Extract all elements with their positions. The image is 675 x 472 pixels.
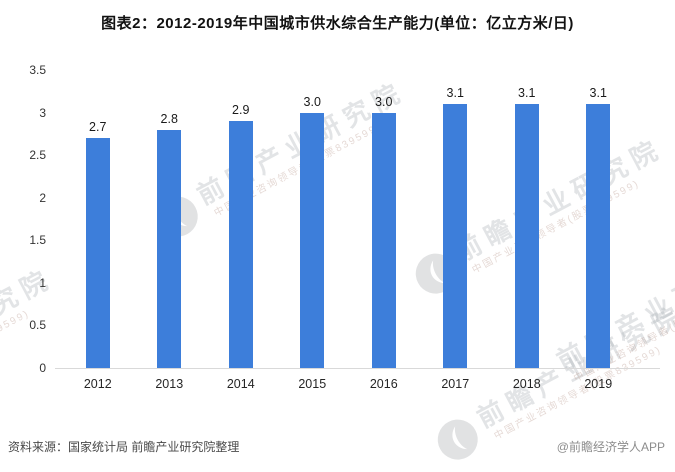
bar-value-label: 3.0 bbox=[303, 94, 321, 109]
bar-value-label: 2.7 bbox=[89, 120, 107, 135]
bar-group-2016: 3.0 bbox=[348, 70, 420, 368]
bar-value-label: 3.1 bbox=[589, 86, 607, 101]
y-axis-tick-label: 2.5 bbox=[29, 148, 46, 163]
bar bbox=[300, 112, 325, 368]
bar bbox=[586, 104, 611, 368]
y-axis-tick-label: 1 bbox=[39, 275, 46, 290]
y-axis-tick-label: 0 bbox=[39, 361, 46, 375]
bar-group-2013: 2.8 bbox=[134, 70, 206, 368]
y-axis-tick-label: 1.5 bbox=[29, 233, 46, 248]
bar-value-label: 3.0 bbox=[375, 94, 393, 109]
x-axis-label: 2014 bbox=[226, 377, 255, 391]
credit-text: @前瞻经济学人APP bbox=[556, 440, 665, 454]
bar-value-label: 2.8 bbox=[160, 111, 178, 126]
plot-area: 2.7 2.8 2.9 3.0 3.0 3.1 3.1 3.1 bbox=[62, 70, 634, 368]
bar-group-2018: 3.1 bbox=[491, 70, 563, 368]
footer: 资料来源：国家统计局 前瞻产业研究院整理 @前瞻经济学人APP bbox=[0, 438, 675, 455]
bar bbox=[157, 129, 182, 368]
bar-value-label: 3.1 bbox=[518, 86, 536, 101]
x-axis-line bbox=[55, 368, 660, 369]
x-axis-label: 2018 bbox=[512, 377, 541, 391]
chart-title: 图表2：2012-2019年中国城市供水综合生产能力(单位：亿立方米/日) bbox=[101, 15, 574, 32]
x-axis-label: 2017 bbox=[441, 377, 470, 391]
bar-value-label: 2.9 bbox=[232, 103, 250, 118]
bar-value-label: 3.1 bbox=[446, 86, 464, 101]
y-axis-tick-label: 0.5 bbox=[29, 318, 46, 333]
x-axis-label: 2012 bbox=[83, 377, 112, 391]
bar-group-2012: 2.7 bbox=[62, 70, 134, 368]
y-axis-tick-label: 3 bbox=[39, 105, 46, 120]
y-axis: 0 0.5 1 1.5 2 2.5 3 3.5 bbox=[0, 63, 46, 375]
bar bbox=[371, 112, 396, 368]
bar bbox=[228, 121, 253, 368]
x-axis-label: 2015 bbox=[298, 377, 327, 391]
bar-group-2019: 3.1 bbox=[563, 70, 635, 368]
y-axis-tick-label: 2 bbox=[39, 190, 46, 205]
x-axis-label: 2019 bbox=[584, 377, 613, 391]
x-axis-label: 2013 bbox=[155, 377, 184, 391]
bar-group-2015: 3.0 bbox=[277, 70, 349, 368]
bar bbox=[443, 104, 468, 368]
x-axis-label: 2016 bbox=[369, 377, 398, 391]
y-axis-tick-label: 3.5 bbox=[29, 63, 46, 77]
bar-group-2017: 3.1 bbox=[420, 70, 492, 368]
bar bbox=[85, 138, 110, 368]
x-axis: 2012 2013 2014 2015 2016 2017 2018 2019 bbox=[62, 377, 634, 391]
data-source-text: 资料来源：国家统计局 前瞻产业研究院整理 bbox=[8, 440, 240, 454]
bar-group-2014: 2.9 bbox=[205, 70, 277, 368]
bar bbox=[514, 104, 539, 368]
